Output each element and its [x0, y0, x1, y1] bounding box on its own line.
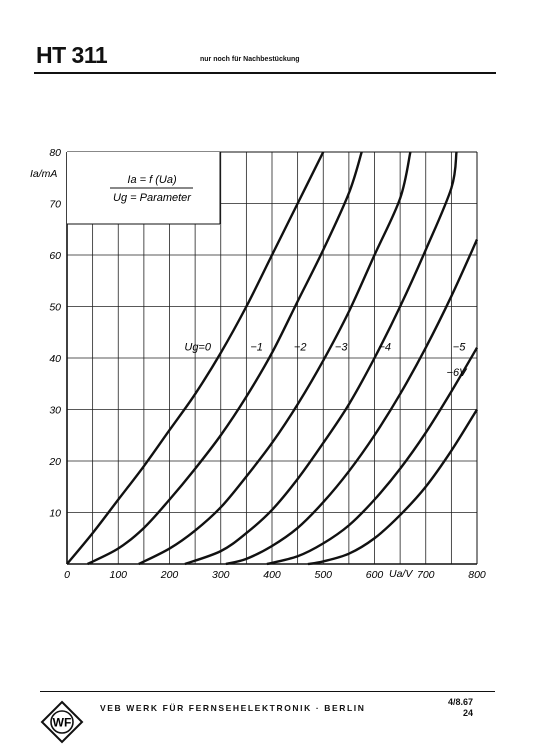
y-tick-label-20: 20: [48, 456, 61, 468]
doc-number-line2: 24: [463, 708, 474, 718]
page-title: HT 311: [36, 42, 108, 68]
y-axis-label: Ia/mA: [30, 168, 57, 180]
top-rule: [34, 72, 496, 74]
curve-label-3: −3: [335, 341, 348, 353]
tick-labels: 0 100 200 300 400 500 600 700 800 10 20 30 40 50 60 70 8…: [48, 147, 486, 581]
y-tick-label-60: 60: [49, 250, 61, 262]
curve-0: [66, 151, 325, 565]
grid-lines: [67, 152, 477, 564]
footer-company: VEB WERK FÜR FERNSEHELEKTRONIK · BERLIN: [100, 703, 366, 713]
x-axis-label: Ua/V: [389, 568, 413, 580]
curve-labels: Ug=0 −1 −2 −3 −4 −5 −6V: [184, 341, 468, 379]
y-tick-label-30: 30: [49, 405, 61, 417]
curve-label-5: −5: [453, 341, 466, 353]
curve-4: [225, 239, 479, 566]
x-tick-label-800: 800: [468, 569, 486, 581]
logo-text: WF: [53, 716, 72, 730]
formula-line2: Ug = Parameter: [113, 192, 192, 204]
curve-label-1: −1: [250, 341, 263, 353]
curve-label-2: −2: [294, 341, 307, 353]
page-note: nur noch für Nachbestückung: [200, 56, 300, 63]
curves: [66, 151, 479, 566]
y-tick-label-80: 80: [49, 147, 61, 159]
y-tick-label-70: 70: [49, 199, 61, 211]
curve-label-0: Ug=0: [184, 341, 211, 353]
curve-5: [266, 347, 479, 566]
x-tick-label-600: 600: [366, 569, 384, 581]
x-tick-label-700: 700: [417, 569, 435, 581]
y-tick-label-10: 10: [49, 508, 61, 520]
y-tick-label-50: 50: [49, 302, 61, 314]
x-tick-label-0: 0: [64, 569, 70, 581]
curve-label-6: −6V: [447, 367, 469, 379]
doc-number-line1: 4/8.67: [448, 697, 474, 707]
curve-6: [307, 408, 479, 566]
curve-2: [138, 151, 412, 566]
bottom-rule: [40, 691, 495, 692]
y-tick-label-40: 40: [49, 353, 61, 365]
x-tick-label-300: 300: [212, 569, 230, 581]
x-tick-label-100: 100: [109, 569, 127, 581]
curve-1: [86, 151, 363, 566]
x-tick-label-400: 400: [263, 569, 281, 581]
x-tick-label-500: 500: [314, 569, 332, 581]
doc-number: 4/8.67 24: [448, 697, 473, 719]
formula-line1: Ia = f (Ua): [127, 174, 177, 186]
wf-logo-icon: WF: [40, 700, 84, 744]
curve-3: [184, 151, 458, 566]
curve-label-4: −4: [378, 341, 391, 353]
x-tick-label-200: 200: [160, 569, 179, 581]
